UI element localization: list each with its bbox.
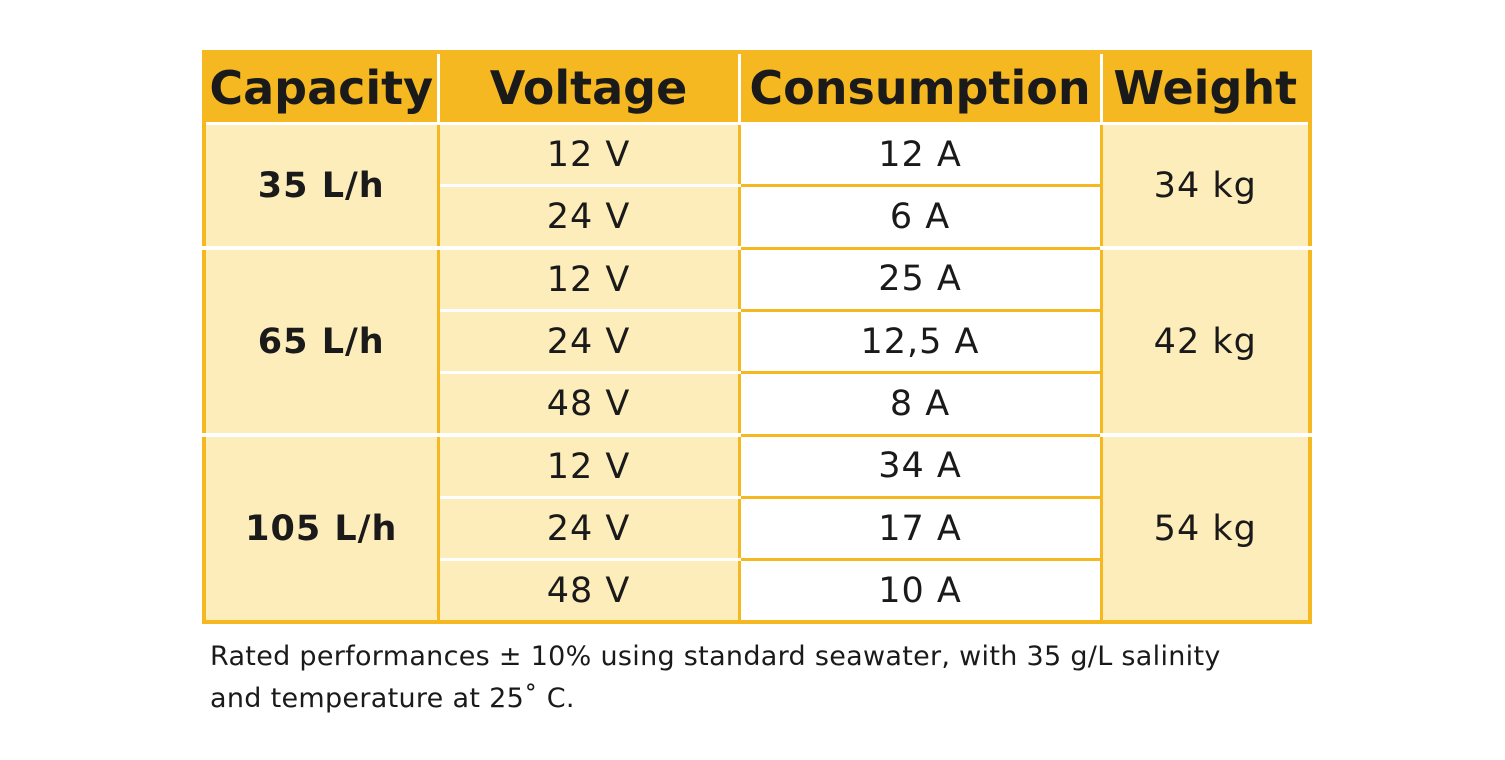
weight-cell: 54 kg xyxy=(1101,435,1310,622)
header-capacity: Capacity xyxy=(204,52,440,125)
header-weight: Weight xyxy=(1099,52,1310,125)
voltage-cell: 24 V xyxy=(438,497,741,561)
weight-cell: 34 kg xyxy=(1101,123,1310,250)
footnote-line-2: and temperature at 25˚ C. xyxy=(210,683,575,714)
voltage-cell: 12 V xyxy=(438,435,741,499)
table-row: 65 L/h 12 V 25 A 42 kg xyxy=(204,248,1310,437)
consumption-cell: 10 A xyxy=(739,559,1103,622)
header-row: Capacity Voltage Consumption Weight xyxy=(204,52,1310,125)
footnote-line-1: Rated performances ± 10% using standard … xyxy=(210,641,1221,672)
table-row: 48 V 10 A xyxy=(204,559,1310,622)
weight-cell: 42 kg xyxy=(1101,248,1310,437)
consumption-cell: 6 A xyxy=(739,185,1103,250)
consumption-cell: 17 A xyxy=(739,497,1103,561)
footnote: Rated performances ± 10% using standard … xyxy=(210,636,1310,720)
consumption-cell: 25 A xyxy=(739,248,1103,312)
capacity-cell: 65 L/h xyxy=(204,248,440,437)
voltage-cell: 24 V xyxy=(438,310,741,374)
table-row: 24 V 17 A xyxy=(204,497,1310,561)
header-consumption: Consumption xyxy=(737,52,1103,125)
voltage-cell: 24 V xyxy=(438,185,741,250)
capacity-cell: 35 L/h xyxy=(204,123,440,250)
consumption-cell: 8 A xyxy=(739,372,1103,437)
table-row: 48 V 8 A xyxy=(204,372,1310,437)
header-voltage: Voltage xyxy=(436,52,741,125)
consumption-cell: 12 A xyxy=(739,123,1103,187)
table-row: 105 L/h 12 V 34 A 54 kg xyxy=(204,435,1310,622)
table-row: 35 L/h 12 V 12 A 34 kg xyxy=(204,123,1310,250)
voltage-cell: 12 V xyxy=(438,123,741,187)
voltage-cell: 48 V xyxy=(438,372,741,437)
table-row: 24 V 6 A xyxy=(204,185,1310,250)
voltage-cell: 12 V xyxy=(438,248,741,312)
table-row: 24 V 12,5 A xyxy=(204,310,1310,374)
capacity-cell: 105 L/h xyxy=(204,435,440,622)
consumption-cell: 34 A xyxy=(739,435,1103,499)
spec-table: Capacity Voltage Consumption Weight 35 L… xyxy=(202,50,1312,624)
consumption-cell: 12,5 A xyxy=(739,310,1103,374)
voltage-cell: 48 V xyxy=(438,559,741,622)
